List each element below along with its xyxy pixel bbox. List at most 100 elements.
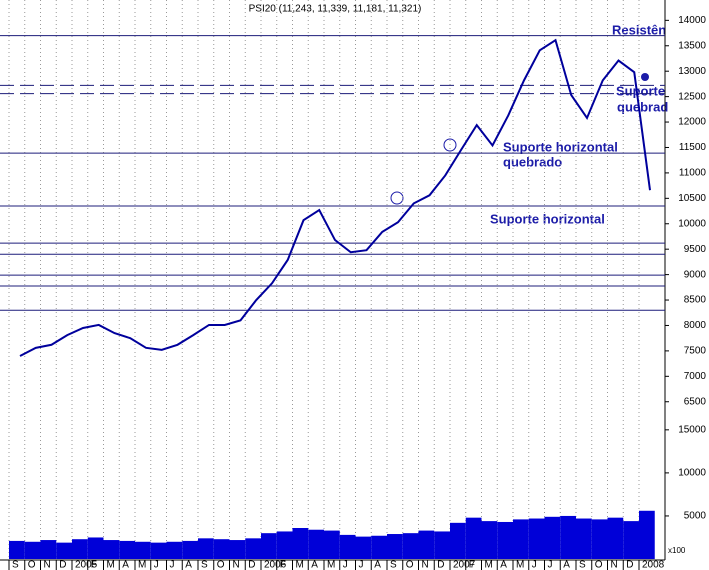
- volume-bar: [324, 530, 340, 559]
- x-tick-label: J: [532, 560, 537, 570]
- x-tick-label: O: [406, 560, 414, 570]
- volume-bar: [481, 521, 498, 559]
- x-tick-label: 2008: [642, 560, 665, 570]
- volume-bar: [9, 540, 25, 559]
- x-tick-label: M: [296, 560, 304, 570]
- x-tick-label: J: [343, 560, 348, 570]
- volume-bar: [607, 517, 624, 559]
- volume-bar: [355, 536, 372, 559]
- x-tick-label: D: [248, 560, 255, 570]
- volume-bar: [245, 538, 261, 559]
- volume-bar: [150, 542, 167, 559]
- x-tick-label: D: [626, 560, 633, 570]
- volume-bar: [387, 534, 403, 559]
- y-tick-label: 12000: [678, 117, 706, 128]
- volume-bar: [292, 528, 309, 559]
- y-tick-label: 9500: [684, 244, 707, 255]
- x-tick-label: M: [107, 560, 115, 570]
- y-tick-label: 9000: [684, 269, 707, 280]
- x-tick-label: F: [280, 560, 286, 570]
- x-tick-label: M: [516, 560, 524, 570]
- x-tick-label: J: [548, 560, 553, 570]
- volume-bar: [276, 531, 293, 559]
- x-tick-label: J: [154, 560, 159, 570]
- x-tick-label: N: [611, 560, 618, 570]
- x-tick-label: D: [437, 560, 444, 570]
- volume-bar: [308, 529, 324, 559]
- volume-bar: [402, 533, 419, 559]
- volume-bar: [87, 537, 104, 559]
- annotation: Suporte horizontal: [490, 211, 605, 226]
- volume-bar: [24, 541, 41, 559]
- volume-bar: [72, 539, 88, 559]
- volume-bar: [213, 539, 230, 559]
- volume-bar: [371, 535, 387, 559]
- y-tick-label: 11000: [679, 168, 707, 179]
- x-tick-label: A: [563, 560, 570, 570]
- y-tick-label: 10000: [678, 218, 706, 229]
- x-tick-label: F: [469, 560, 475, 570]
- x-tick-label: N: [422, 560, 429, 570]
- x-tick-label: O: [217, 560, 225, 570]
- volume-bar: [465, 517, 482, 559]
- volume-bar: [497, 521, 513, 559]
- volume-bar: [418, 530, 435, 559]
- volume-bar: [623, 521, 639, 559]
- x-tick-label: M: [485, 560, 493, 570]
- x-tick-label: J: [359, 560, 364, 570]
- volume-bar: [261, 533, 277, 559]
- y-tick-label: 5000: [684, 511, 707, 522]
- chart-title: PSI20 (11,243, 11,339, 11,181, 11,321): [249, 4, 422, 15]
- x-tick-label: M: [327, 560, 335, 570]
- x-tick-label: A: [185, 560, 192, 570]
- y-tick-label: 7000: [684, 371, 707, 382]
- volume-bar: [198, 538, 214, 559]
- x-tick-label: S: [201, 560, 208, 570]
- y-tick-label: 13500: [678, 40, 706, 51]
- volume-bar: [639, 510, 655, 559]
- y-tick-label: 10500: [678, 193, 706, 204]
- volume-bar: [119, 540, 135, 559]
- x-tick-label: 2005: [75, 560, 98, 570]
- x-tick-label: S: [390, 560, 397, 570]
- annotation: quebrado: [503, 154, 562, 169]
- y-tick-label: 8000: [684, 320, 707, 331]
- volume-bar: [576, 518, 592, 559]
- x-tick-label: M: [138, 560, 146, 570]
- axis-note: x100: [668, 546, 686, 555]
- x-tick-label: A: [500, 560, 507, 570]
- volume-bar: [434, 531, 450, 559]
- x-tick-label: O: [28, 560, 36, 570]
- y-tick-label: 14000: [678, 15, 706, 26]
- volume-bar: [450, 522, 466, 559]
- y-tick-label: 10000: [678, 468, 706, 479]
- x-tick-label: 2007: [453, 560, 476, 570]
- x-tick-label: D: [59, 560, 66, 570]
- volume-bar: [40, 540, 57, 559]
- y-tick-label: 6500: [684, 396, 707, 407]
- x-tick-label: N: [44, 560, 51, 570]
- x-tick-label: S: [579, 560, 586, 570]
- x-tick-label: J: [170, 560, 175, 570]
- volume-bar: [182, 540, 198, 559]
- x-tick-label: N: [233, 560, 240, 570]
- volume-bar: [591, 519, 608, 559]
- annotation: Suporte: [616, 83, 665, 98]
- x-tick-label: A: [122, 560, 129, 570]
- x-tick-label: 2006: [264, 560, 287, 570]
- volume-bar: [513, 519, 529, 559]
- y-tick-label: 11500: [679, 142, 707, 153]
- volume-bar: [56, 542, 72, 559]
- annotation: Resistên: [612, 22, 666, 37]
- volume-bar: [339, 534, 356, 559]
- x-tick-label: A: [311, 560, 318, 570]
- y-tick-label: 13000: [678, 66, 706, 77]
- volume-bar: [229, 540, 246, 559]
- y-tick-label: 12500: [678, 91, 706, 102]
- smiley: [390, 191, 404, 205]
- volume-bar: [166, 541, 183, 559]
- volume-bar: [544, 516, 561, 559]
- annotation: Suporte horizontal: [503, 139, 618, 154]
